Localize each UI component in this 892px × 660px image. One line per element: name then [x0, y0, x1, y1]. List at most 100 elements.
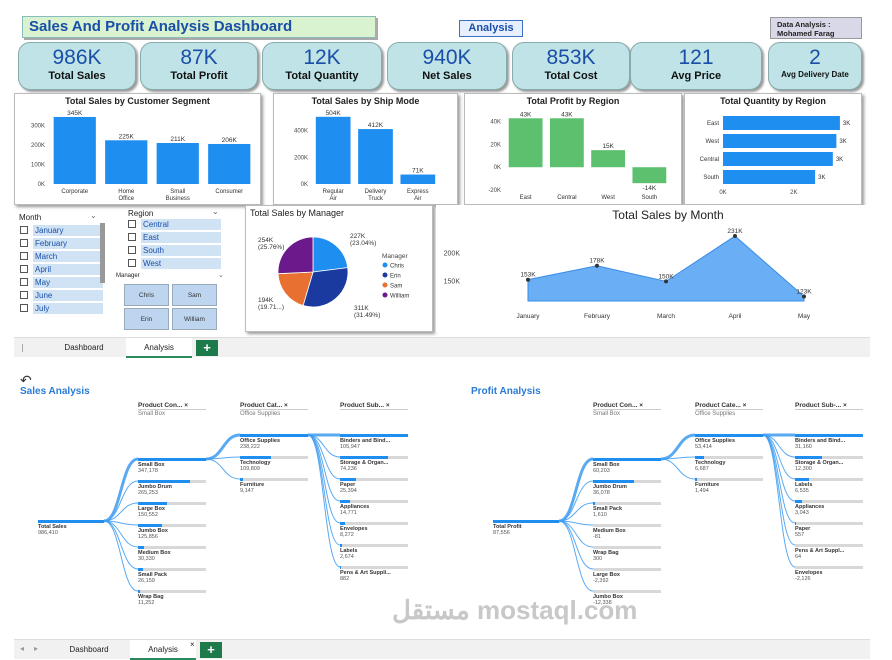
checkbox[interactable] [20, 278, 28, 286]
manager-button-william[interactable]: William [172, 308, 217, 330]
month-option[interactable]: January [20, 225, 103, 236]
column-header[interactable]: Product Sub-... × [795, 402, 863, 410]
container-node-bar-track [593, 524, 661, 527]
prev-page-icon[interactable]: ◂ [20, 644, 25, 653]
checkbox[interactable] [20, 265, 28, 273]
subcategory-node-bar [795, 500, 802, 503]
data-point [595, 263, 599, 268]
tab-analysis[interactable]: Analysis [126, 338, 192, 358]
column-header[interactable]: Product Con... × [593, 402, 661, 410]
category-label: East [520, 195, 532, 201]
region-option[interactable]: West [128, 258, 221, 269]
month-label: June [33, 290, 103, 301]
subcategory-node-bar-track [795, 566, 863, 569]
month-option[interactable]: March [20, 251, 103, 262]
subcategory-node-value: 105,947 [340, 444, 360, 450]
x-tick-label: February [584, 313, 611, 320]
region-option[interactable]: Central [128, 219, 221, 230]
tab-divider [22, 344, 23, 352]
checkbox[interactable] [20, 252, 28, 260]
chart-card-profit-region: Total Profit by Region -20K 0K 20K 40K 43K Ea… [464, 93, 682, 205]
subcategory-node-label: Storage & Organ... [340, 460, 389, 466]
slice-label: (25.76%) [258, 244, 284, 251]
back-arrow-icon[interactable]: ↶ [20, 372, 32, 388]
month-option[interactable]: February [20, 238, 103, 249]
chart-title: Total Sales by Customer Segment [65, 96, 210, 106]
container-node-bar [138, 590, 141, 593]
column-header[interactable]: Product Cat... × [240, 402, 308, 410]
data-label: 153K [520, 272, 536, 279]
data-point [526, 277, 530, 282]
author-line-2: Mohamed Farag [777, 29, 835, 38]
region-slicer: Region ⌄ Central East South West [116, 207, 228, 269]
month-option[interactable]: April [20, 264, 103, 275]
checkbox[interactable] [20, 291, 28, 299]
tab-dashboard[interactable]: Dashboard [64, 343, 104, 352]
manager-button-chris[interactable]: Chris [124, 284, 169, 306]
y-tick-label: 20K [490, 142, 501, 148]
category-node-bar [695, 456, 704, 459]
tab-dashboard[interactable]: Dashboard [69, 645, 109, 654]
container-node-bar [138, 568, 144, 571]
y-tick-label: 40K [490, 120, 501, 126]
area-series [527, 235, 805, 302]
manager-button-erin[interactable]: Erin [124, 308, 169, 330]
bar [315, 116, 351, 184]
column-header[interactable]: Product Cate... × [695, 402, 763, 410]
manager-button-sam[interactable]: Sam [172, 284, 217, 306]
month-label: July [33, 303, 103, 314]
manager-pie-chart: 227K(23.04%) 311K(31.49%) 194K(19.71...) 25… [258, 233, 409, 319]
subcategory-node-bar-track [340, 566, 408, 569]
checkbox[interactable] [128, 246, 136, 254]
category-node-bar [695, 434, 763, 437]
tree-connector [307, 434, 341, 524]
checkbox[interactable] [20, 304, 28, 312]
column-header[interactable]: Product Con... × [138, 402, 206, 410]
container-node-bar [138, 546, 145, 549]
y-tick-label: 200K [31, 143, 45, 149]
tab-analysis[interactable]: Analysis [130, 640, 196, 660]
subcategory-node-bar-track [340, 500, 408, 503]
month-option[interactable]: June [20, 290, 103, 301]
legend-label: Erin [390, 274, 401, 280]
region-option[interactable]: East [128, 232, 221, 243]
slice-label: (19.71...) [258, 304, 284, 311]
analysis-nav-button[interactable]: Analysis [459, 20, 523, 37]
kpi-total-sales: 986K Total Sales [18, 42, 136, 90]
kpi-total-quantity: 12K Total Quantity [262, 42, 382, 90]
chevron-down-icon[interactable]: ⌄ [212, 207, 219, 216]
checkbox[interactable] [20, 239, 28, 247]
checkbox[interactable] [20, 226, 28, 234]
category-node-label: Technology [695, 460, 726, 466]
category-node-bar-track [695, 478, 763, 481]
add-page-button[interactable]: + [196, 340, 218, 356]
container-node-bar [138, 524, 163, 527]
category-node-value: 6,687 [695, 466, 709, 472]
column-header[interactable]: Product Sub... × [340, 402, 408, 410]
chevron-down-icon[interactable]: ⌄ [218, 272, 224, 279]
month-option[interactable]: July [20, 303, 103, 314]
chart-card-manager-pie: Total Sales by Manager 227K (23.04%) 311K(… [245, 205, 433, 332]
checkbox[interactable] [128, 233, 136, 241]
region-option[interactable]: South [128, 245, 221, 256]
subcategory-node-bar [795, 456, 823, 459]
subcategory-node-value: 25,394 [340, 488, 357, 494]
checkbox[interactable] [128, 220, 136, 228]
legend-marker [382, 262, 388, 268]
container-node-label: Medium Box [138, 550, 171, 556]
checkbox[interactable] [128, 259, 136, 267]
container-node-value: -81 [593, 534, 601, 540]
subcategory-node-label: Binders and Bind... [795, 438, 846, 444]
subcategory-node-value: 557 [795, 532, 805, 538]
close-tab-icon[interactable]: × [190, 640, 195, 649]
month-option[interactable]: May [20, 277, 103, 288]
chart-title: Total Quantity by Region [720, 96, 826, 106]
category-label: Air [329, 196, 336, 202]
subcategory-node-bar [340, 456, 388, 459]
next-page-icon[interactable]: ▸ [34, 644, 39, 653]
chevron-down-icon[interactable]: ⌄ [90, 211, 97, 220]
add-page-button[interactable]: + [200, 642, 222, 658]
container-node-value: 125,856 [138, 534, 158, 540]
scrollbar[interactable] [100, 223, 105, 283]
x-tick-label: May [798, 313, 811, 320]
